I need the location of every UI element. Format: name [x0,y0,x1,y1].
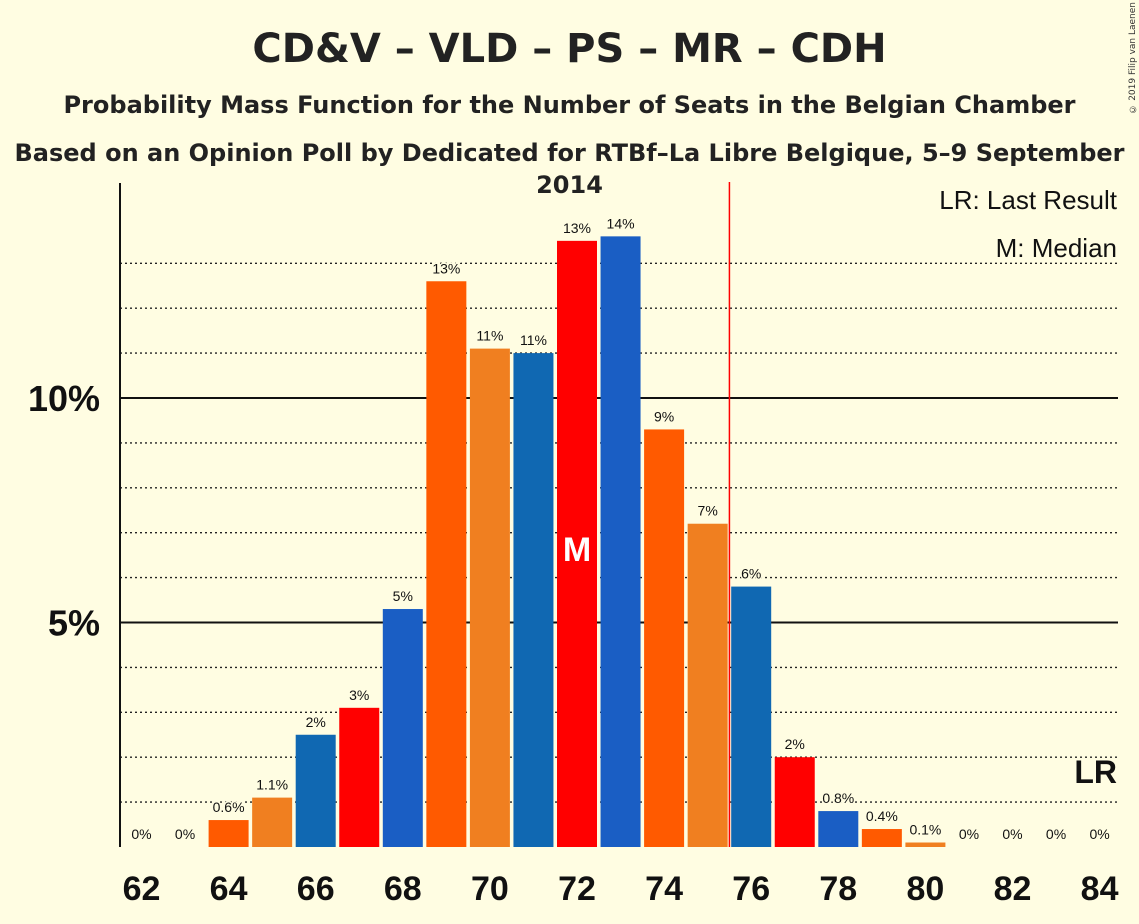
last-result-label: LR [1074,754,1117,790]
data-label-seats-73: 14% [607,215,635,231]
legend-median: M: Median [996,233,1117,263]
y-tick-label: 10% [28,378,100,419]
x-tick-label: 84 [1081,870,1119,908]
data-label-seats-69: 13% [432,260,460,276]
bar-seats-65 [252,797,293,847]
chart-subtitle: Probability Mass Function for the Number… [63,91,1076,119]
x-tick-label: 70 [471,870,509,908]
data-label-seats-64: 0.6% [213,799,245,815]
bar-seats-78 [818,811,859,847]
x-tick-label: 76 [732,870,770,908]
x-tick-label: 74 [645,870,683,908]
bar-seats-67 [339,707,380,847]
bar-seats-66 [295,734,336,847]
bar-seats-80 [905,842,946,847]
x-tick-label: 68 [384,870,422,908]
data-label-seats-82: 0% [1002,826,1022,842]
data-label-seats-75: 7% [698,503,718,519]
y-tick-label: 5% [48,603,100,644]
bar-seats-64 [208,820,249,847]
median-marker: M [563,531,591,569]
data-label-seats-76: 6% [741,566,761,582]
bar-seats-68 [382,609,423,847]
chart-source-line: Based on an Opinion Poll by Dedicated fo… [14,139,1125,199]
data-label-seats-77: 2% [785,736,805,752]
data-label-seats-62: 0% [131,826,151,842]
x-tick-label: 78 [819,870,857,908]
data-label-seats-79: 0.4% [866,808,898,824]
data-label-seats-81: 0% [959,826,979,842]
data-label-seats-68: 5% [393,588,413,604]
data-label-seats-72: 13% [563,220,591,236]
x-tick-label: 82 [994,870,1032,908]
legend-last-result: LR: Last Result [939,185,1118,215]
data-label-seats-67: 3% [349,687,369,703]
chart-title: CD&V – VLD – PS – MR – CDH [252,26,887,72]
bar-seats-75 [687,523,728,847]
data-label-seats-80: 0.1% [909,822,941,838]
bar-seats-73 [600,236,641,848]
x-tick-label: 66 [297,870,335,908]
bar-seats-79 [861,829,902,847]
bar-seats-74 [644,429,685,847]
data-label-seats-74: 9% [654,408,674,424]
data-label-seats-70: 11% [476,328,503,344]
bar-seats-76 [731,586,772,847]
x-tick-label: 72 [558,870,596,908]
data-label-seats-65: 1.1% [256,777,288,793]
x-tick-label: 62 [123,870,161,908]
bar-seats-69 [426,281,467,847]
data-label-seats-83: 0% [1046,826,1066,842]
data-label-seats-63: 0% [175,826,195,842]
bar-seats-77 [774,757,815,847]
x-tick-label: 64 [210,870,248,908]
data-label-seats-78: 0.8% [822,790,854,806]
bar-seats-71 [513,353,554,847]
data-label-seats-71: 11% [520,332,547,348]
x-tick-label: 80 [906,870,944,908]
bar-seats-72 [557,240,597,848]
bar-seats-70 [469,348,510,847]
data-label-seats-84: 0% [1089,826,1109,842]
data-label-seats-66: 2% [306,714,326,730]
